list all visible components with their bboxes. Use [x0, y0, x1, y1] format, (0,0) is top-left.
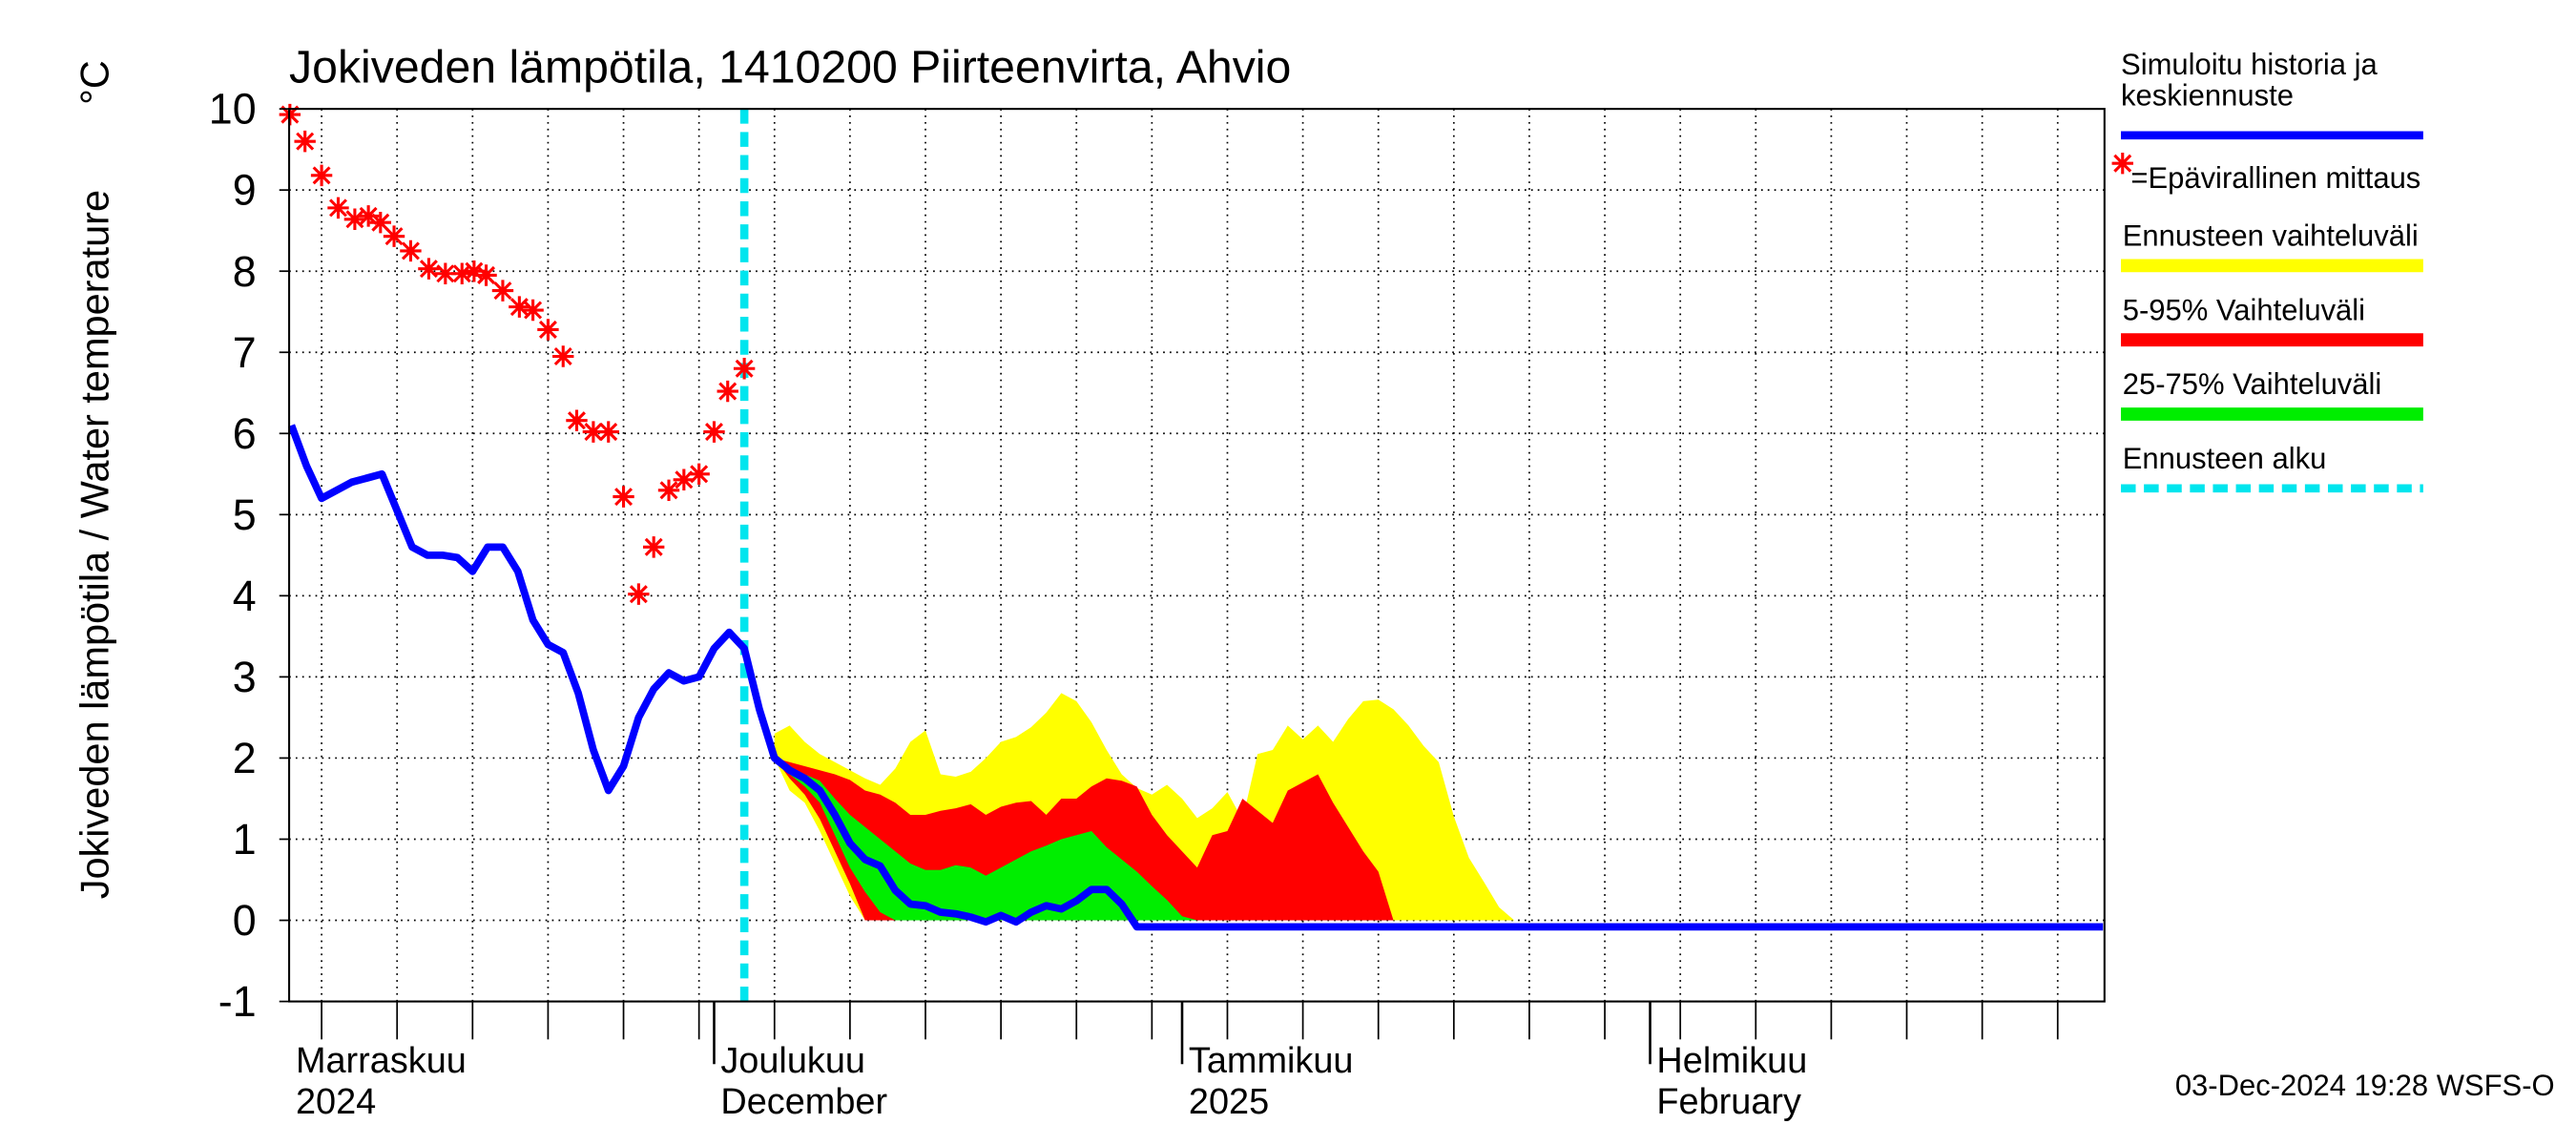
x-tick-label: 2025 [1189, 1082, 1269, 1122]
observation-marker [717, 380, 738, 403]
y-tick-label: 5 [233, 490, 257, 539]
observation-marker [491, 280, 514, 302]
observation-marker [343, 208, 366, 231]
observation-marker [673, 468, 696, 490]
observation-marker [537, 319, 559, 341]
observation-marker [475, 264, 497, 286]
observation-marker [369, 211, 391, 234]
observation-marker [451, 262, 473, 284]
y-tick-label: 6 [233, 409, 257, 458]
observation-marker [597, 421, 619, 443]
x-tick-label: Helmikuu [1656, 1041, 1807, 1081]
legend: Simuloitu historia ja keskiennuste =Epävi… [2111, 49, 2423, 493]
x-tick-label: 2024 [296, 1082, 376, 1122]
y-tick-label: 7 [233, 328, 257, 377]
observation-marker [434, 262, 457, 284]
x-tick-label: Tammikuu [1189, 1041, 1354, 1081]
legend-label: Simuloitu historia ja keskiennuste [2121, 49, 2378, 113]
x-tick-label: Joulukuu [720, 1041, 865, 1081]
observation-marker [327, 197, 349, 219]
observation-marker [509, 296, 530, 318]
observation-marker [628, 583, 650, 605]
y-axis-unit: °C [73, 60, 117, 105]
y-axis-label: Jokiveden lämpötila / Water temperature [73, 190, 117, 899]
legend-label: Ennusteen alku [2123, 442, 2327, 475]
y-tick-label: 4 [233, 572, 257, 620]
observation-marker [2111, 152, 2133, 175]
footer: 03-Dec-2024 19:28 WSFS-O [2175, 1069, 2555, 1102]
observation-marker [357, 205, 380, 227]
observation-marker [688, 463, 710, 486]
legend-text-wrap: Simuloitu historia ja keskiennuste [2121, 49, 2378, 113]
y-tick-label: 3 [233, 653, 257, 701]
observation-marker [566, 409, 588, 431]
y-tick-label: 9 [233, 166, 257, 215]
observation-marker [463, 260, 486, 282]
y-tick-label: 10 [209, 85, 257, 134]
observation-marker [400, 239, 422, 262]
observation-marker [310, 164, 333, 187]
y-tick-label: 2 [233, 734, 257, 782]
y-tick-label: 0 [233, 896, 257, 945]
observation-marker [657, 479, 680, 502]
x-tick-label: December [720, 1082, 887, 1122]
observation-marker [383, 225, 405, 247]
observation-marker [582, 421, 605, 443]
chart-title: Jokiveden lämpötila, 1410200 Piirteenvir… [289, 41, 1291, 93]
lines [279, 103, 2104, 1002]
observation-marker [294, 130, 316, 153]
bands [774, 693, 1515, 921]
x-tick-label: February [1656, 1082, 1801, 1122]
series-line [287, 424, 2104, 931]
forecast-band [774, 758, 1197, 921]
legend-label: 25-75% Vaihteluväli [2123, 367, 2382, 401]
observation-marker [522, 299, 544, 322]
observation-marker [613, 486, 634, 508]
legend-label: =Epävirallinen mittaus [2130, 161, 2420, 195]
observation-marker [703, 421, 725, 443]
y-tick-label: -1 [218, 977, 257, 1026]
y-tick-label: 8 [233, 247, 257, 296]
y-tick-label: 1 [233, 815, 257, 864]
observation-marker [642, 536, 665, 558]
plot-frame [288, 108, 2106, 1003]
legend-label: Ennusteen vaihteluväli [2123, 219, 2419, 253]
observation-marker [418, 258, 440, 280]
x-tick-label: Marraskuu [296, 1041, 467, 1081]
legend-label: 5-95% Vaihteluväli [2123, 293, 2365, 326]
observation-marker [733, 358, 756, 380]
observation-marker [552, 345, 574, 367]
